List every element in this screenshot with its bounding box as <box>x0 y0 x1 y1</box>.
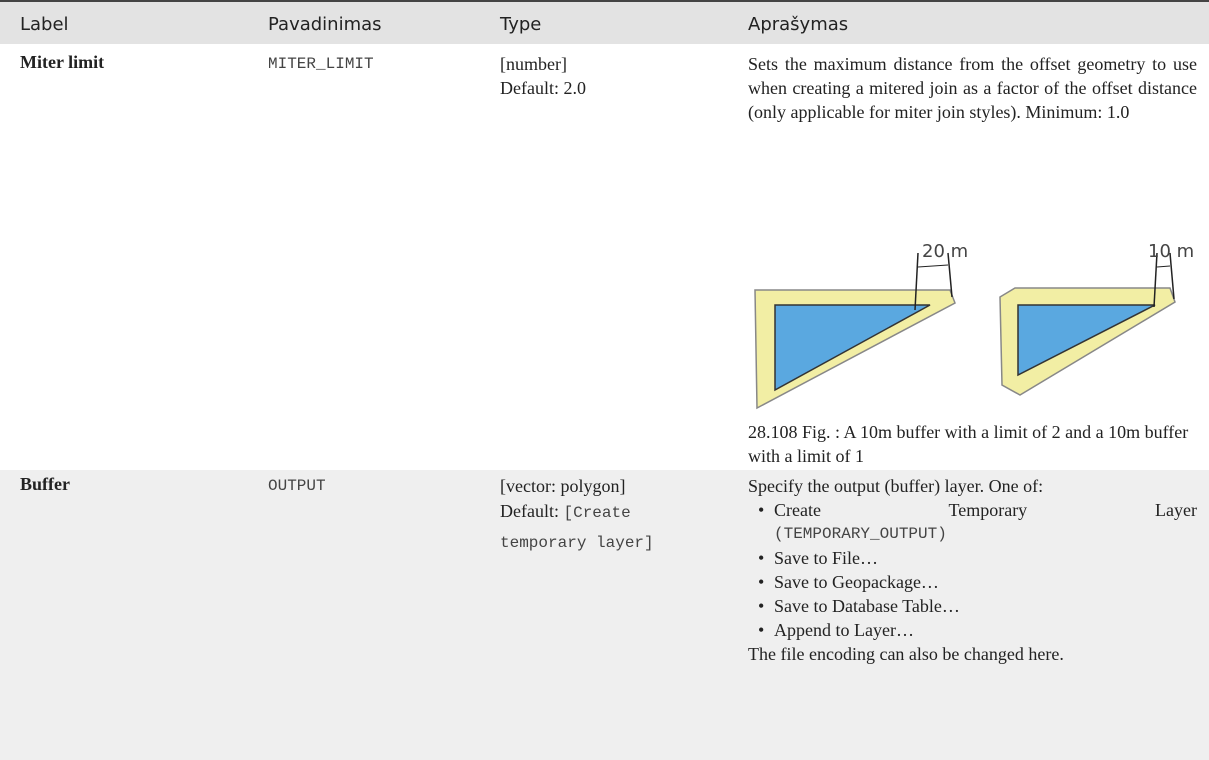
param-type: [vector: polygon] Default: [Create tempo… <box>500 474 725 558</box>
measure-line <box>1153 252 1158 308</box>
type-default: Default: <box>500 501 559 521</box>
option-item: Append to Layer… <box>774 618 1197 642</box>
description: Sets the maximum distance from the offse… <box>748 54 1197 122</box>
option-code: (TEMPORARY_OUTPUT) <box>774 525 947 543</box>
measure-arrow <box>917 264 949 268</box>
description-text: Specify the output (buffer) layer. One o… <box>748 476 1044 496</box>
option-text: Save to Database Table… <box>774 596 960 616</box>
option-text: Save to File… <box>774 548 878 568</box>
param-label: Buffer <box>20 474 70 494</box>
type-text: [vector: polygon] <box>500 476 626 496</box>
figure-caption: 28.108 Fig. : A 10m buffer with a limit … <box>748 422 1189 466</box>
polygon-shape <box>1017 304 1156 377</box>
description: Specify the output (buffer) layer. One o… <box>748 474 1197 666</box>
option-item: Save to Geopackage… <box>774 570 1197 594</box>
option-text: Create Temporary Layer <box>774 500 1197 520</box>
description-note: The file encoding can also be changed he… <box>748 644 1064 664</box>
param-label: Miter limit <box>20 52 105 72</box>
param-name: OUTPUT <box>268 477 326 495</box>
measure-line <box>947 252 953 298</box>
measure-line <box>914 252 919 311</box>
param-name: MITER_LIMIT <box>268 55 374 73</box>
table-header: Label Pavadinimas Type Aprašymas <box>0 0 1209 44</box>
type-default: Default: 2.0 <box>500 78 586 98</box>
measure-line <box>1169 252 1175 300</box>
type-default-value: [Create temporary layer] <box>500 504 654 552</box>
option-text: Save to Geopackage… <box>774 572 939 592</box>
figure-label: 20 m <box>922 241 968 262</box>
option-list: Create Temporary Layer (TEMPORARY_OUTPUT)… <box>748 498 1197 642</box>
header-cell: Pavadinimas <box>268 14 382 35</box>
option-item: Save to File… <box>774 546 1197 570</box>
header-cell: Type <box>500 14 542 35</box>
param-type: [number] Default: 2.0 <box>500 52 586 100</box>
option-item: Create Temporary Layer (TEMPORARY_OUTPUT) <box>774 498 1197 546</box>
figure-label: 10 m <box>1148 241 1194 262</box>
measure-arrow <box>1156 265 1171 268</box>
type-text: [number] <box>500 54 567 74</box>
header-cell: Aprašymas <box>748 14 849 35</box>
polygon-shape <box>774 304 931 392</box>
option-text: Append to Layer… <box>774 620 914 640</box>
option-item: Save to Database Table… <box>774 594 1197 618</box>
figure: 20 m 10 m <box>754 241 1194 410</box>
header-cell: Label <box>20 14 69 35</box>
